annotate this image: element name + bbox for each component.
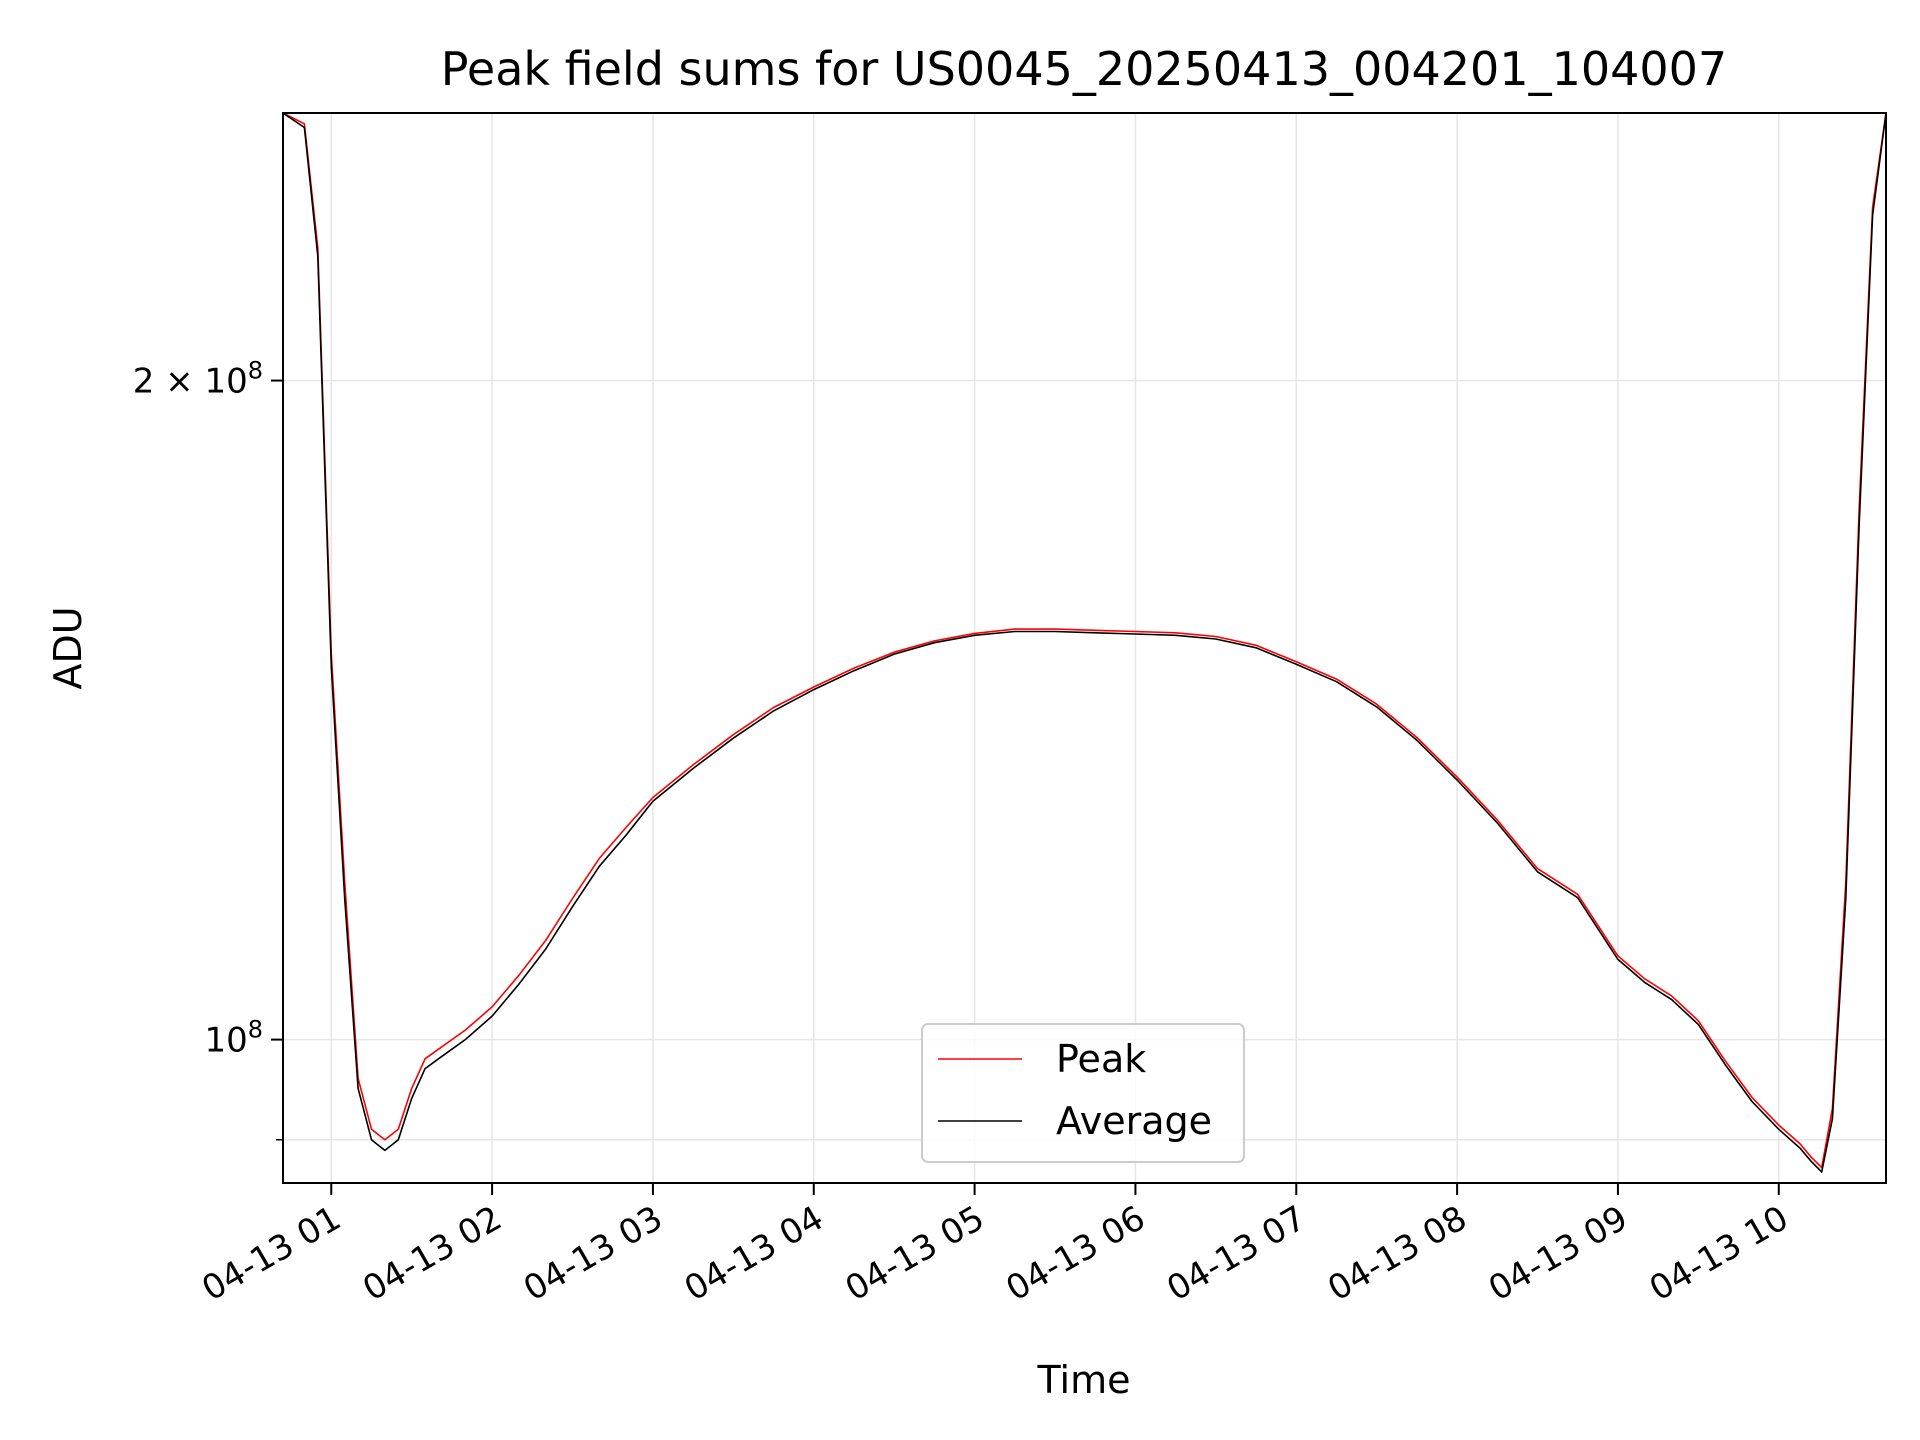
plot-frame	[282, 112, 1887, 1184]
y-axis: 108 2 × 108	[133, 357, 283, 1141]
x-axis-label: Time	[1037, 1358, 1131, 1402]
y-tick-label: 2 × 108	[133, 357, 263, 402]
series-lines	[283, 113, 1886, 1173]
series-line-peak	[283, 113, 1886, 1169]
chart-title: Peak field sums for US0045_20250413_0042…	[441, 42, 1727, 96]
legend: Peak Average	[921, 1023, 1245, 1163]
y-axis-label: ADU	[46, 606, 90, 689]
y-tick-label: 108	[204, 1016, 263, 1061]
series-line-average	[283, 113, 1886, 1173]
legend-label-peak: Peak	[1056, 1037, 1146, 1081]
legend-label-average: Average	[1056, 1099, 1212, 1143]
